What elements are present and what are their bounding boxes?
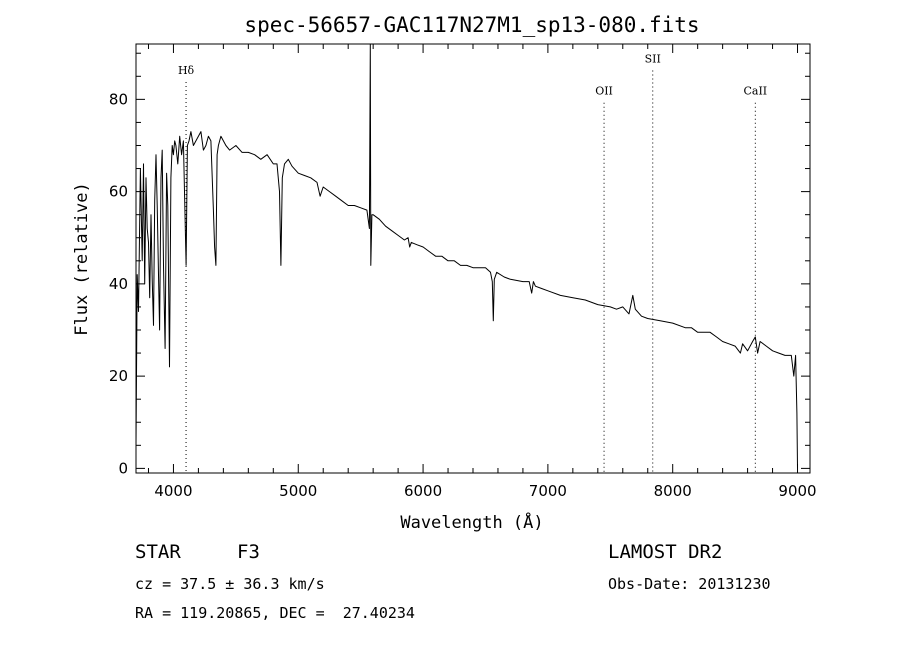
y-tick-label: 0 (118, 459, 128, 477)
y-tick-label: 60 (109, 183, 128, 201)
y-tick-label: 80 (109, 90, 128, 108)
x-tick-label: 5000 (279, 482, 317, 500)
coordinates: RA = 119.20865, DEC = 27.40234 (135, 604, 415, 622)
spectrum-line (135, 43, 798, 469)
object-type: STAR (135, 541, 181, 563)
y-tick-label: 40 (109, 275, 128, 293)
x-axis-label: Wavelength (Å) (400, 511, 543, 533)
x-tick-label: 4000 (154, 482, 192, 500)
y-axis-label: Flux (relative) (72, 182, 92, 336)
object-subclass: F3 (237, 541, 260, 563)
y-tick-label: 20 (109, 367, 128, 385)
line-markers: Hδ OII SII CaII (178, 52, 767, 473)
spectrum-series (135, 43, 798, 469)
x-tick-label: 8000 (654, 482, 692, 500)
line-marker-label: OII (595, 85, 613, 98)
survey-label: LAMOST DR2 (608, 541, 723, 563)
chart-title: spec-56657-GAC117N27M1_sp13-080.fits (244, 13, 699, 37)
x-tick-label: 9000 (778, 482, 816, 500)
redshift-cz: cz = 37.5 ± 36.3 km/s (135, 575, 325, 593)
line-marker-label: SII (645, 52, 661, 65)
x-tick-label: 7000 (529, 482, 567, 500)
line-marker-label: CaII (743, 85, 767, 98)
observation-date: Obs-Date: 20131230 (608, 575, 771, 593)
plot-border (135, 43, 811, 474)
x-tick-label: 6000 (404, 482, 442, 500)
plot-frame (135, 43, 811, 474)
axis-ticks: 4000 5000 6000 7000 8000 9000 0 20 40 60 80 (109, 44, 817, 500)
line-marker-label: Hδ (178, 64, 195, 77)
